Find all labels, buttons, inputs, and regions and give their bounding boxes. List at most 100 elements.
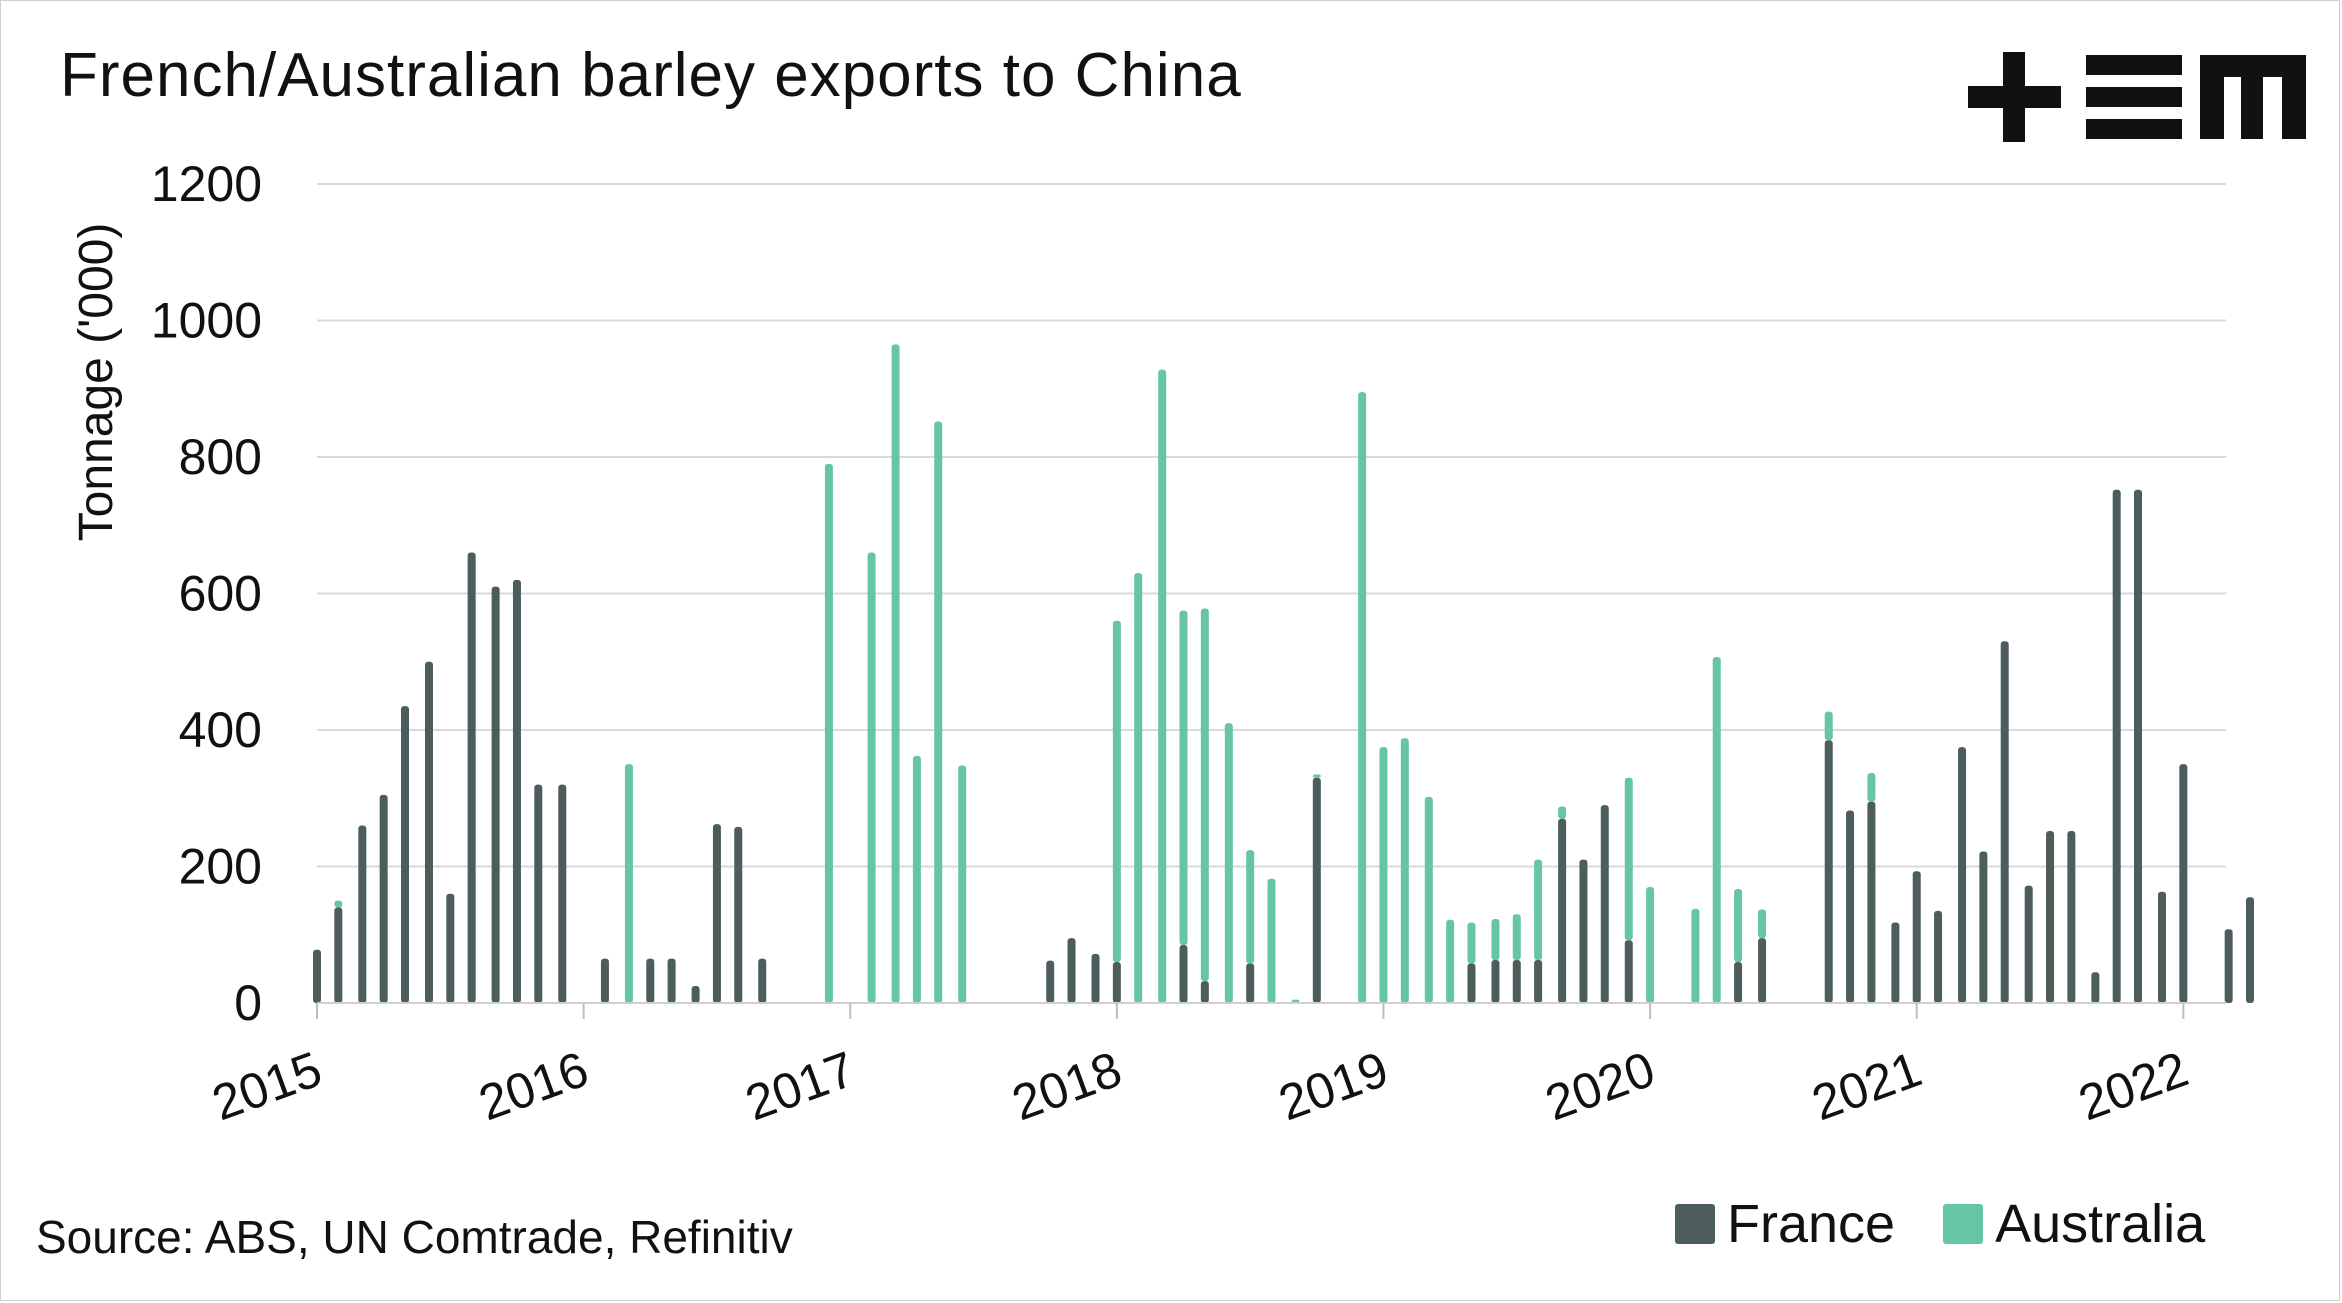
- y-axis-label: Tonnage ('000): [70, 223, 123, 542]
- x-tick-label-2016: 2016: [472, 1041, 596, 1132]
- bar-france-83: [2158, 891, 2167, 1003]
- bar-france-10: [534, 784, 543, 1003]
- bar-france-74: [1958, 747, 1967, 1003]
- bar-france-45: [1312, 777, 1321, 1003]
- bar-australia-40: [1200, 608, 1209, 982]
- bar-france-53: [1491, 960, 1500, 1003]
- bar-australia-48: [1379, 747, 1388, 1003]
- bar-australia-62: [1691, 908, 1700, 1003]
- source-note: Source: ABS, UN Comtrade, Refinitiv: [36, 1211, 793, 1263]
- bar-france-54: [1512, 960, 1521, 1003]
- bar-australia-60: [1646, 886, 1655, 1003]
- bar-france-52: [1467, 963, 1476, 1003]
- bar-france-35: [1091, 953, 1100, 1003]
- bar-france-16: [667, 958, 676, 1003]
- legend-swatch-france: [1675, 1204, 1715, 1244]
- bar-france-20: [758, 958, 767, 1003]
- bar-france-13: [600, 958, 609, 1003]
- bar-france-64: [1734, 962, 1743, 1003]
- bar-australia-50: [1424, 796, 1433, 1003]
- bars: [313, 344, 2254, 1004]
- y-tick-label-600: 600: [179, 566, 262, 622]
- bar-france-8: [491, 586, 500, 1003]
- bar-france-56: [1558, 818, 1567, 1003]
- bar-france-7: [467, 552, 476, 1003]
- bar-france-69: [1846, 810, 1855, 1003]
- bar-australia-51: [1446, 919, 1455, 1003]
- bar-france-42: [1246, 963, 1255, 1003]
- bar-australia-65: [1758, 909, 1767, 939]
- bar-france-72: [1912, 871, 1921, 1003]
- bar-france-34: [1067, 938, 1076, 1003]
- bar-france-73: [1934, 910, 1943, 1003]
- bar-france-70: [1867, 801, 1876, 1003]
- x-tick-label-2021: 2021: [1805, 1041, 1929, 1132]
- bar-australia-68: [1824, 711, 1833, 741]
- legend-item-australia: Australia: [1943, 1193, 2205, 1255]
- y-tick-label-800: 800: [179, 429, 262, 485]
- bar-australia-37: [1134, 573, 1143, 1003]
- bar-australia-29: [958, 765, 967, 1003]
- bar-australia-41: [1224, 723, 1233, 1003]
- bar-australia-70: [1867, 772, 1876, 802]
- bar-australia-42: [1246, 850, 1255, 964]
- bar-france-0: [313, 949, 321, 1003]
- bar-france-65: [1758, 938, 1767, 1003]
- bar-france-18: [712, 824, 721, 1003]
- bar-australia-26: [891, 344, 900, 1003]
- bar-australia-49: [1400, 738, 1409, 1003]
- bar-france-59: [1624, 940, 1633, 1003]
- x-tick-label-2019: 2019: [1272, 1041, 1396, 1132]
- bar-france-76: [2000, 641, 2009, 1003]
- bar-australia-64: [1734, 889, 1743, 963]
- bar-australia-59: [1624, 777, 1633, 941]
- bar-france-84: [2179, 764, 2188, 1003]
- bar-australia-25: [867, 552, 876, 1003]
- bar-france-77: [2024, 885, 2033, 1003]
- bar-france-58: [1600, 805, 1609, 1003]
- bar-australia-38: [1158, 369, 1167, 1003]
- bar-france-2: [358, 825, 367, 1003]
- y-tick-label-1200: 1200: [151, 156, 262, 212]
- legend: France Australia: [1675, 1193, 2205, 1255]
- bar-france-87: [2245, 897, 2254, 1003]
- x-tick-label-2018: 2018: [1005, 1041, 1129, 1132]
- bar-france-57: [1579, 859, 1588, 1003]
- bar-france-79: [2067, 831, 2076, 1003]
- bar-france-68: [1824, 740, 1833, 1003]
- legend-label-australia: Australia: [1995, 1194, 2206, 1254]
- bar-australia-52: [1467, 922, 1476, 964]
- chart-title: French/Australian barley exports to Chin…: [60, 41, 1242, 110]
- y-tick-label-1000: 1000: [151, 293, 262, 349]
- bar-france-33: [1046, 960, 1055, 1003]
- bar-france-81: [2112, 489, 2121, 1003]
- bar-france-75: [1979, 851, 1988, 1003]
- bar-france-11: [558, 784, 567, 1003]
- bar-australia-14: [624, 764, 633, 1003]
- bar-australia-45: [1312, 774, 1321, 778]
- bar-australia-43: [1267, 878, 1276, 1003]
- bar-australia-56: [1558, 806, 1567, 819]
- bar-australia-55: [1534, 859, 1543, 961]
- bar-france-82: [2134, 489, 2143, 1003]
- bar-australia-23: [824, 463, 833, 1003]
- bar-australia-63: [1712, 656, 1721, 1003]
- bar-france-9: [512, 579, 521, 1003]
- bar-france-17: [691, 985, 700, 1003]
- bar-france-39: [1179, 944, 1188, 1003]
- x-tick-label-2015: 2015: [205, 1041, 329, 1132]
- bar-australia-54: [1512, 914, 1521, 961]
- bar-france-86: [2224, 929, 2233, 1003]
- x-tick-label-2020: 2020: [1538, 1041, 1662, 1132]
- x-tick-label-2022: 2022: [2071, 1041, 2195, 1132]
- bar-australia-36: [1112, 620, 1121, 963]
- bar-france-4: [400, 706, 409, 1003]
- legend-swatch-australia: [1943, 1204, 1984, 1244]
- bar-australia-47: [1358, 392, 1367, 1004]
- bar-france-19: [734, 826, 743, 1003]
- gridlines: [317, 183, 2226, 868]
- legend-label-france: France: [1727, 1194, 1896, 1254]
- bar-france-80: [2091, 972, 2100, 1003]
